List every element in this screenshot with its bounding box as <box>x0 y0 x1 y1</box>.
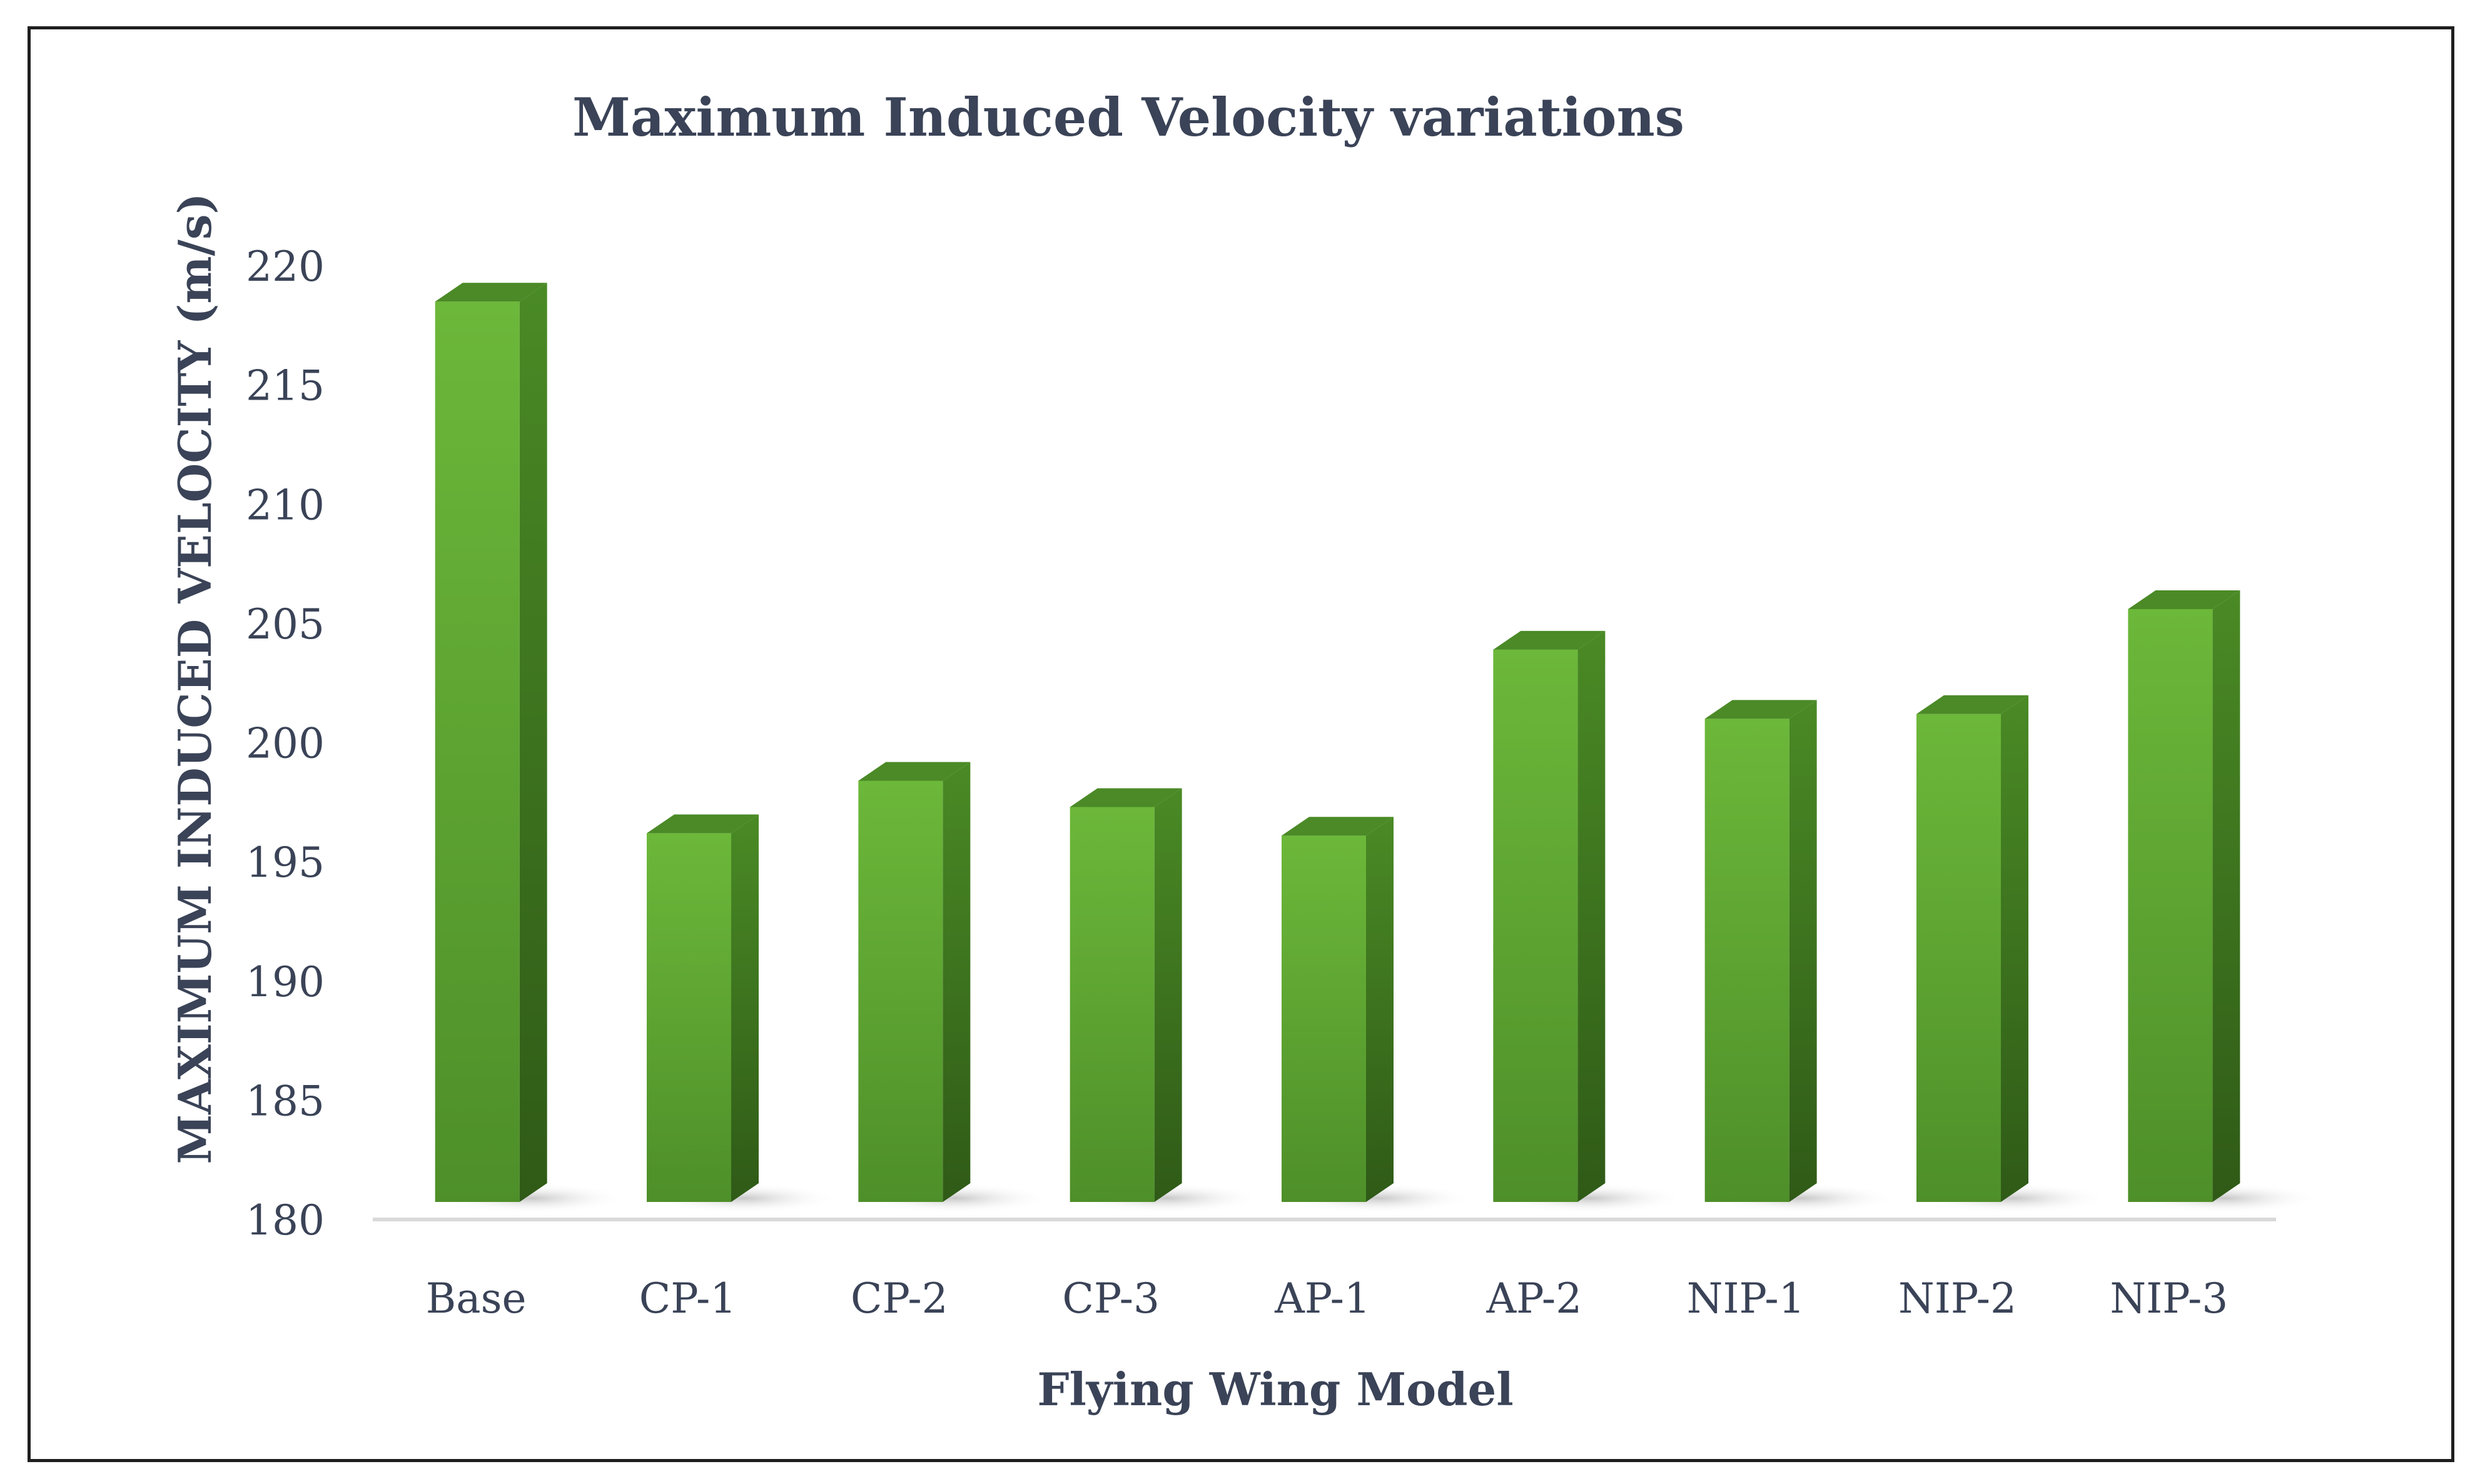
y-tick-label: 195 <box>246 839 325 887</box>
y-tick-label: 185 <box>246 1077 325 1125</box>
bar-base <box>435 283 547 1202</box>
bar-top <box>858 762 971 781</box>
y-axis-ticks: 180 185 190 195 200 205 210 215 220 <box>246 243 325 1244</box>
bar-chart: Maximum Induced Velocity variations MAXI… <box>168 86 2319 1416</box>
bar-top <box>647 814 759 834</box>
y-tick-label: 180 <box>246 1196 325 1244</box>
chart-title: Maximum Induced Velocity variations <box>572 86 1684 148</box>
bar-top <box>1704 700 1817 719</box>
bar-top <box>1282 817 1394 836</box>
y-tick-label: 220 <box>246 243 325 291</box>
bar-front <box>1070 807 1155 1202</box>
bar-side <box>519 283 547 1202</box>
bar-side <box>2001 695 2028 1202</box>
y-tick-label: 190 <box>246 958 325 1006</box>
bar-cp-3 <box>1070 788 1182 1202</box>
x-tick-label: CP-2 <box>851 1275 948 1323</box>
x-axis-ticks: Base CP-1 CP-2 CP-3 AP-1 AP-2 NIP-1 NIP-2 NIP-3 <box>426 1275 2229 1323</box>
x-tick-label: AP-1 <box>1274 1275 1370 1323</box>
bar-front <box>1493 649 1578 1202</box>
x-tick-label: CP-3 <box>1062 1275 1160 1323</box>
bar-side <box>1154 788 1182 1202</box>
bar-top <box>2128 590 2240 609</box>
x-tick-label: CP-1 <box>639 1275 737 1323</box>
bar-side <box>1366 817 1394 1202</box>
bar-nip-1 <box>1704 700 1817 1202</box>
bar-side <box>1577 630 1606 1202</box>
bars <box>435 283 2240 1202</box>
bar-nip-3 <box>2128 590 2240 1202</box>
x-tick-label: Base <box>426 1275 527 1323</box>
bar-front <box>1704 719 1789 1202</box>
bar-top <box>1070 788 1182 807</box>
bar-side <box>731 814 759 1202</box>
bar-nip-2 <box>1916 695 2028 1202</box>
x-tick-label: NIP-2 <box>1898 1275 2017 1323</box>
x-tick-label: AP-2 <box>1485 1275 1582 1323</box>
bar-cp-2 <box>858 762 971 1202</box>
bar-top <box>1493 630 1606 650</box>
bar-ap-2 <box>1493 630 1606 1202</box>
x-tick-label: NIP-1 <box>1687 1275 1805 1323</box>
bar-side <box>943 762 971 1202</box>
bar-front <box>647 833 731 1202</box>
bar-front <box>858 780 943 1202</box>
chart-frame: Maximum Induced Velocity variations MAXI… <box>28 26 2454 1462</box>
y-tick-label: 205 <box>246 600 325 649</box>
y-axis-label: MAXIMUM INDUCED VELOCITY (m/s) <box>168 193 221 1164</box>
bar-front <box>1916 714 2001 1202</box>
bar-top <box>1916 695 2028 714</box>
bar-top <box>435 283 547 302</box>
bar-front <box>435 301 520 1202</box>
x-tick-label: NIP-3 <box>2110 1275 2228 1323</box>
bar-side <box>1789 700 1817 1202</box>
y-tick-label: 200 <box>246 720 325 768</box>
bar-ap-1 <box>1282 817 1394 1202</box>
bar-side <box>2212 590 2240 1202</box>
y-tick-label: 210 <box>246 481 325 529</box>
bar-cp-1 <box>647 814 759 1202</box>
x-axis-label: Flying Wing Model <box>1037 1363 1513 1416</box>
y-tick-label: 215 <box>246 362 325 410</box>
bar-front <box>1282 835 1366 1202</box>
bar-front <box>2128 609 2213 1202</box>
